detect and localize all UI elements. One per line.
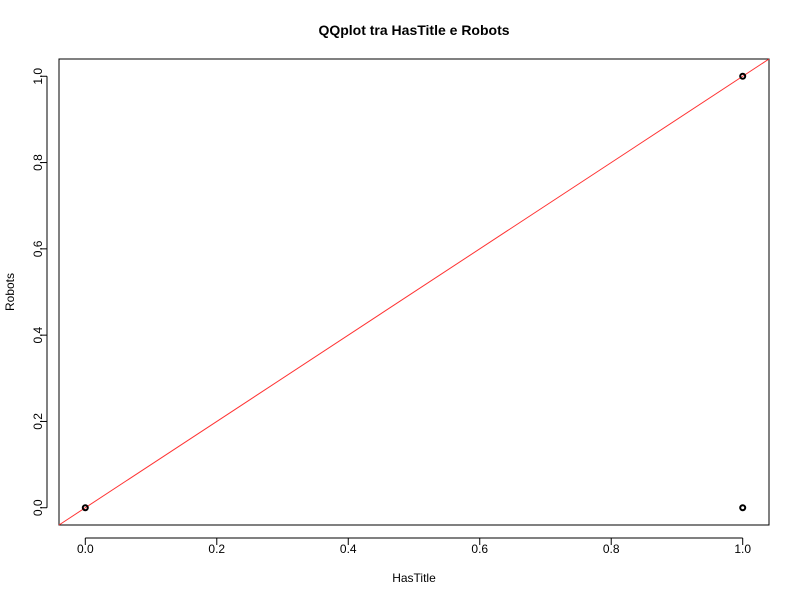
x-tick-label: 0.2 xyxy=(208,542,225,556)
plot-frame xyxy=(58,58,770,526)
y-tick-label: 0.8 xyxy=(31,154,45,171)
x-axis-label: HasTitle xyxy=(392,571,436,585)
chart-title: QQplot tra HasTitle e Robots xyxy=(318,22,509,38)
data-point xyxy=(81,504,89,512)
data-point xyxy=(739,72,747,80)
y-tick-label: 0.2 xyxy=(31,413,45,430)
points-layer xyxy=(81,72,747,512)
x-tick-label: 0.6 xyxy=(471,542,488,556)
data-point xyxy=(739,504,747,512)
y-tick-label: 0.4 xyxy=(31,326,45,343)
y-tick-label: 0.6 xyxy=(31,240,45,257)
x-tick-label: 0.4 xyxy=(340,542,357,556)
x-tick-label: 0.8 xyxy=(603,542,620,556)
reference-line-layer xyxy=(58,58,770,526)
x-tick-label: 0.0 xyxy=(77,542,94,556)
y-tick-label: 0.0 xyxy=(31,499,45,516)
x-tick-label: 1.0 xyxy=(734,542,751,556)
y-axis-label: Robots xyxy=(3,273,17,311)
y-axis: 0.0 0.2 0.4 0.6 0.8 1.0 xyxy=(31,68,48,516)
y-tick-label: 1.0 xyxy=(31,68,45,85)
reference-line xyxy=(58,58,770,526)
x-axis: 0.0 0.2 0.4 0.6 0.8 1.0 xyxy=(77,537,751,556)
